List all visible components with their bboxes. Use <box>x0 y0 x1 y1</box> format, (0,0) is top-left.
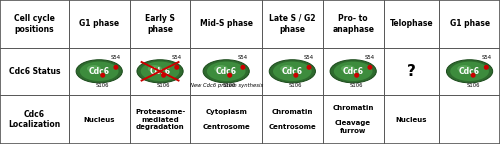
Ellipse shape <box>76 60 122 83</box>
Text: Cdc6: Cdc6 <box>342 67 363 76</box>
Ellipse shape <box>446 60 492 83</box>
Text: Chromatin

Centrosome: Chromatin Centrosome <box>268 109 316 130</box>
Text: Telophase: Telophase <box>390 19 433 28</box>
Ellipse shape <box>280 65 294 72</box>
Circle shape <box>307 66 311 69</box>
Text: Cdc6 Status: Cdc6 Status <box>8 67 60 76</box>
Text: S54: S54 <box>304 55 314 60</box>
Text: ?: ? <box>407 64 416 79</box>
Ellipse shape <box>334 62 372 81</box>
Circle shape <box>472 73 475 77</box>
Circle shape <box>114 66 117 69</box>
Text: S106: S106 <box>289 83 302 88</box>
Text: S106: S106 <box>350 83 364 88</box>
Text: Cell cycle
positions: Cell cycle positions <box>14 14 55 34</box>
Text: S54: S54 <box>238 55 248 60</box>
Ellipse shape <box>269 60 316 83</box>
Ellipse shape <box>140 62 179 81</box>
Text: S54: S54 <box>365 55 375 60</box>
Circle shape <box>368 66 372 69</box>
Text: Early S
phase: Early S phase <box>145 14 175 34</box>
Circle shape <box>294 73 298 77</box>
Ellipse shape <box>458 65 471 72</box>
Ellipse shape <box>203 60 250 83</box>
Circle shape <box>355 73 358 77</box>
Ellipse shape <box>330 60 376 83</box>
Text: S54: S54 <box>481 55 492 60</box>
Circle shape <box>484 66 488 69</box>
Text: Proteasome-
mediated
degradation: Proteasome- mediated degradation <box>135 109 185 130</box>
Circle shape <box>241 66 244 69</box>
Text: Mid-S phase: Mid-S phase <box>200 19 252 28</box>
Ellipse shape <box>148 65 162 72</box>
Text: New Cdc6 protein synthesis: New Cdc6 protein synthesis <box>190 83 263 88</box>
Text: Cdc6: Cdc6 <box>459 67 480 76</box>
Circle shape <box>162 73 166 77</box>
Ellipse shape <box>80 62 118 81</box>
Text: Nucleus: Nucleus <box>84 116 115 123</box>
Text: S106: S106 <box>96 83 110 88</box>
Text: Cytoplasm

Centrosome: Cytoplasm Centrosome <box>202 109 250 130</box>
Text: Pro- to
anaphase: Pro- to anaphase <box>332 14 374 34</box>
Text: S106: S106 <box>223 83 236 88</box>
Text: S106: S106 <box>466 83 480 88</box>
Circle shape <box>175 66 178 69</box>
Text: S54: S54 <box>111 55 121 60</box>
Text: Cdc6
Localization: Cdc6 Localization <box>8 110 60 129</box>
Text: G1 phase: G1 phase <box>450 19 490 28</box>
Circle shape <box>101 73 104 77</box>
Text: G1 phase: G1 phase <box>79 19 120 28</box>
Ellipse shape <box>207 62 246 81</box>
Ellipse shape <box>87 65 101 72</box>
Ellipse shape <box>341 65 355 72</box>
Text: Nucleus: Nucleus <box>396 116 427 123</box>
Circle shape <box>228 73 232 77</box>
Text: Cdc6: Cdc6 <box>216 67 236 76</box>
Ellipse shape <box>273 62 312 81</box>
Text: S54: S54 <box>172 55 182 60</box>
Ellipse shape <box>214 65 228 72</box>
Text: Cdc6: Cdc6 <box>150 67 171 76</box>
Text: Cdc6: Cdc6 <box>88 67 110 76</box>
Text: Late S / G2
phase: Late S / G2 phase <box>269 14 316 34</box>
Ellipse shape <box>137 60 183 83</box>
Ellipse shape <box>450 62 489 81</box>
Text: Cdc6: Cdc6 <box>282 67 303 76</box>
Text: Chromatin

Cleavage
furrow: Chromatin Cleavage furrow <box>332 105 374 134</box>
Text: S106: S106 <box>157 83 170 88</box>
